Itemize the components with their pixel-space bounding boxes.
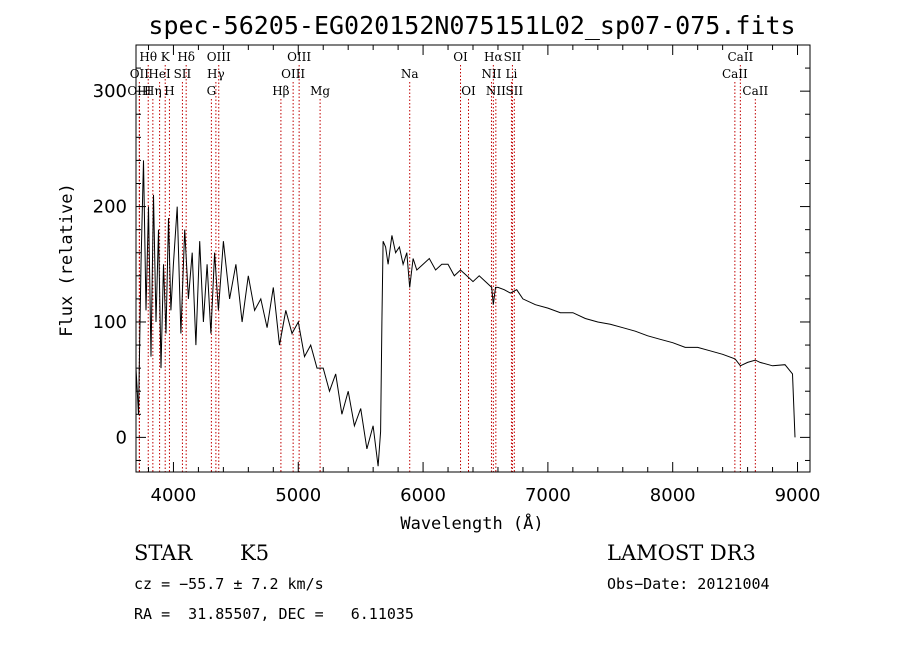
line-label: OII — [130, 67, 150, 81]
line-label: Hδ — [177, 50, 195, 64]
line-label: Hθ — [139, 50, 157, 64]
object-subclass: K5 — [240, 541, 269, 565]
line-label: SII — [504, 50, 522, 64]
line-label: OI — [453, 50, 468, 64]
chart-title: spec-56205-EG020152N075151L02_sp07-075.f… — [148, 11, 795, 40]
x-tick-label: 5000 — [275, 485, 321, 506]
line-label: CaII — [727, 50, 753, 64]
line-markers — [138, 65, 756, 472]
line-label: SII — [174, 67, 192, 81]
line-label: CaII — [742, 84, 768, 98]
line-label: Hα — [484, 50, 503, 64]
plot-frame — [135, 44, 811, 473]
x-axis-label: Wavelength (Å) — [400, 512, 543, 534]
line-label: Hβ — [272, 84, 289, 98]
obs-date: Obs−Date: 20121004 — [607, 575, 770, 593]
line-label: OIII — [281, 67, 305, 81]
y-axis-label: Flux (relative) — [57, 183, 77, 337]
y-tick-label: 300 — [93, 81, 127, 102]
line-label: OIII — [287, 50, 311, 64]
line-label: CaII — [722, 67, 748, 81]
spectrum-series — [135, 160, 796, 467]
y-axis: 0 100 200 300 — [93, 44, 810, 461]
line-label: Mg — [310, 84, 330, 98]
x-tick-label: 9000 — [775, 485, 821, 506]
line-label: OI — [461, 84, 476, 98]
line-label: OIII — [207, 50, 231, 64]
x-axis: 4000 5000 6000 7000 8000 9000 — [147, 45, 821, 506]
y-tick-label: 200 — [93, 197, 127, 218]
line-label: SII — [505, 84, 523, 98]
x-tick-label: 7000 — [525, 485, 571, 506]
x-tick-label: 4000 — [151, 485, 197, 506]
x-tick-label: 6000 — [400, 485, 446, 506]
line-label: Li — [506, 67, 518, 81]
line-label: Hγ — [207, 67, 225, 81]
x-tick-label: 8000 — [650, 485, 696, 506]
coordinates: RA = 31.85507, DEC = 6.11035 — [134, 605, 414, 623]
line-label: NII — [481, 67, 501, 81]
line-label: HeI — [148, 67, 171, 81]
redshift-info: cz = −55.7 ± 7.2 km/s — [134, 575, 324, 593]
line-label: Na — [401, 67, 419, 81]
line-label: Hη — [144, 84, 162, 98]
y-tick-label: 100 — [93, 312, 127, 333]
line-label: G — [207, 84, 217, 98]
survey-name: LAMOST DR3 — [607, 541, 756, 565]
line-label: NII — [486, 84, 506, 98]
line-label: K — [161, 50, 171, 64]
object-class: STAR — [134, 541, 193, 565]
y-tick-label: 0 — [116, 427, 127, 448]
line-label: H — [164, 84, 174, 98]
